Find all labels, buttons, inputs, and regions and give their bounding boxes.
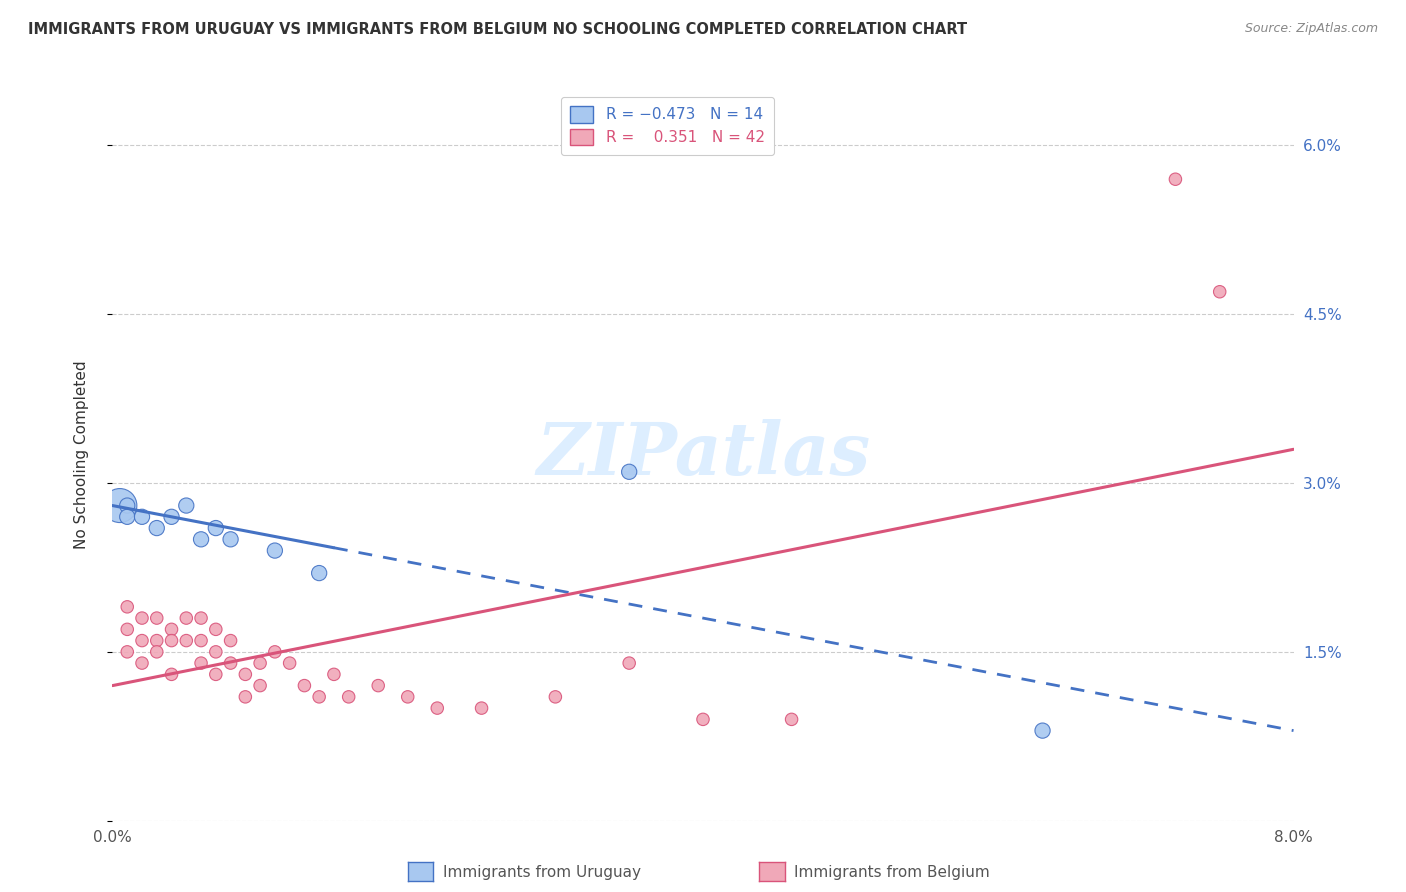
Text: Immigrants from Uruguay: Immigrants from Uruguay [443, 865, 641, 880]
Point [205, 645, 228, 659]
Point [205, 623, 228, 637]
Point [131, 509, 153, 524]
Point [131, 656, 153, 670]
Point [219, 656, 242, 670]
Point [367, 679, 389, 693]
Point [190, 533, 212, 547]
Point [117, 509, 138, 524]
Point [117, 645, 138, 659]
Point [131, 633, 153, 648]
Point [692, 712, 714, 726]
Y-axis label: No Schooling Completed: No Schooling Completed [75, 360, 89, 549]
Point [780, 712, 803, 726]
Point [108, 499, 131, 513]
Point [160, 667, 183, 681]
Point [190, 611, 212, 625]
Point [1208, 285, 1232, 299]
Point [174, 499, 197, 513]
Point [619, 656, 641, 670]
Point [190, 656, 212, 670]
Point [396, 690, 419, 704]
Text: ZIPatlas: ZIPatlas [536, 419, 870, 491]
Text: Immigrants from Belgium: Immigrants from Belgium [794, 865, 990, 880]
Point [249, 656, 271, 670]
Point [219, 533, 242, 547]
Point [323, 667, 346, 681]
Point [308, 566, 330, 580]
Point [1164, 172, 1187, 186]
Text: Source: ZipAtlas.com: Source: ZipAtlas.com [1244, 22, 1378, 36]
Point [308, 690, 330, 704]
Point [233, 667, 256, 681]
Point [190, 633, 212, 648]
Legend: R = −0.473   N = 14, R =    0.351   N = 42: R = −0.473 N = 14, R = 0.351 N = 42 [561, 97, 773, 154]
Text: IMMIGRANTS FROM URUGUAY VS IMMIGRANTS FROM BELGIUM NO SCHOOLING COMPLETED CORREL: IMMIGRANTS FROM URUGUAY VS IMMIGRANTS FR… [28, 22, 967, 37]
Point [219, 633, 242, 648]
Point [146, 521, 169, 535]
Point [337, 690, 360, 704]
Point [117, 499, 138, 513]
Point [619, 465, 641, 479]
Point [174, 611, 197, 625]
Point [233, 690, 256, 704]
Point [146, 645, 169, 659]
Point [292, 679, 315, 693]
Point [278, 656, 301, 670]
Point [174, 633, 197, 648]
Point [264, 543, 287, 558]
Point [1032, 723, 1054, 738]
Point [117, 599, 138, 614]
Point [131, 611, 153, 625]
Point [205, 521, 228, 535]
Point [426, 701, 449, 715]
Point [264, 645, 287, 659]
Point [160, 509, 183, 524]
Point [205, 667, 228, 681]
Point [146, 611, 169, 625]
Point [160, 633, 183, 648]
Point [146, 633, 169, 648]
Point [160, 623, 183, 637]
Point [471, 701, 494, 715]
Point [544, 690, 567, 704]
Point [117, 623, 138, 637]
Point [249, 679, 271, 693]
